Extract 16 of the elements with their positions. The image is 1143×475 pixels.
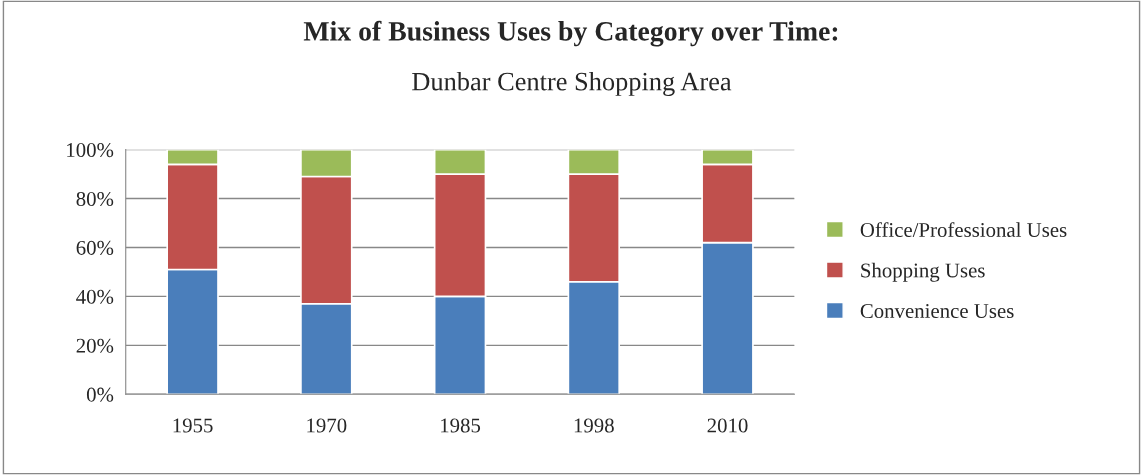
x-tick-label: 1970 — [307, 418, 347, 433]
y-tick-label: 0% — [86, 387, 114, 402]
x-tick-label: 1955 — [173, 418, 213, 433]
legend-label: Office/Professional Uses — [860, 222, 1067, 238]
x-tick-label: 1985 — [441, 418, 481, 433]
y-tick-label: 40% — [76, 289, 114, 304]
y-tick-label: 60% — [76, 240, 114, 255]
x-tick-label: 2010 — [707, 418, 748, 433]
chart-title: Mix of Business Uses by Category over Time: — [303, 20, 838, 47]
chart-subtitle: Dunbar Centre Shopping Area — [412, 71, 732, 96]
y-tick-label: 100% — [67, 143, 114, 158]
legend-label: Shopping Uses — [861, 262, 985, 282]
x-tick-label: 1998 — [574, 418, 614, 433]
y-tick-label: 80% — [76, 191, 114, 207]
y-tick-label: 20% — [76, 338, 114, 353]
legend-label: Convenience Uses — [860, 304, 1014, 319]
